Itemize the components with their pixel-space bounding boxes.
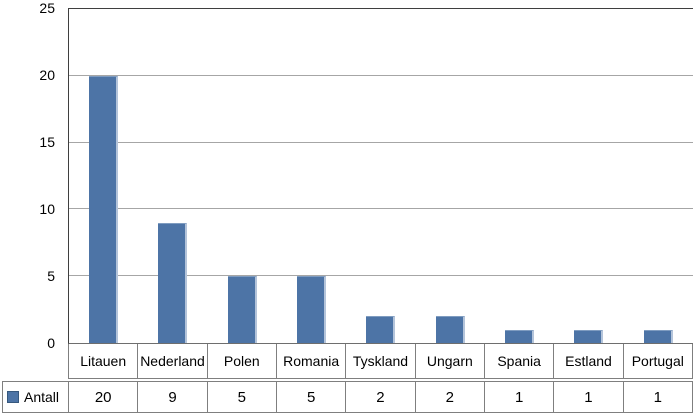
category-label: Spania — [483, 344, 553, 378]
bar — [435, 316, 465, 343]
category-label: Litauen — [68, 344, 137, 378]
bar — [574, 329, 604, 343]
x-axis-category-row: Litauen Nederland Polen Romania Tyskland Unga… — [68, 344, 693, 379]
table-value-cell: 9 — [137, 382, 206, 412]
table-value-cell: 5 — [206, 382, 276, 412]
y-axis-tick-label: 10 — [39, 201, 55, 217]
bar — [643, 329, 673, 343]
bar-column-portugal — [624, 9, 693, 343]
y-axis-tick-label: 15 — [39, 134, 55, 150]
y-axis-tick-label: 5 — [47, 268, 55, 284]
bar-column-polen — [208, 9, 277, 343]
category-label: Nederland — [137, 344, 206, 378]
category-label: Polen — [206, 344, 276, 378]
plot-area — [68, 8, 693, 344]
y-axis-tick-label: 20 — [39, 67, 55, 83]
table-value-cell: 5 — [275, 382, 345, 412]
y-axis: 0 5 10 15 20 25 — [0, 0, 68, 351]
data-table-row: Antall 20 9 5 5 2 2 1 1 1 — [2, 381, 693, 413]
table-value-cell: 1 — [553, 382, 622, 412]
bar — [227, 276, 257, 343]
y-axis-tick-label: 0 — [47, 335, 55, 351]
legend-label: Antall — [24, 389, 60, 405]
bar-column-tyskland — [346, 9, 415, 343]
gridline — [69, 74, 693, 76]
bar — [505, 329, 535, 343]
bar — [89, 75, 119, 343]
category-label: Estland — [553, 344, 622, 378]
category-label: Ungarn — [414, 344, 484, 378]
bar — [366, 316, 396, 343]
bar — [297, 276, 327, 343]
legend-swatch-icon — [7, 391, 19, 403]
legend-cell: Antall — [3, 382, 68, 412]
gridline — [69, 208, 693, 210]
bar-column-nederland — [138, 9, 207, 343]
gridline — [69, 275, 693, 277]
table-value-cell: 20 — [68, 382, 137, 412]
bar-column-ungarn — [416, 9, 485, 343]
bar-column-spania — [485, 9, 554, 343]
bar-column-romania — [277, 9, 346, 343]
table-value-cell: 1 — [622, 382, 692, 412]
category-label: Romania — [275, 344, 345, 378]
table-value-cell: 2 — [414, 382, 484, 412]
bar-column-litauen — [69, 9, 138, 343]
bar — [158, 222, 188, 343]
category-label: Portugal — [622, 344, 693, 378]
gridline — [69, 141, 693, 143]
bar-column-estland — [554, 9, 623, 343]
table-value-cell: 2 — [345, 382, 414, 412]
table-value-cell: 1 — [483, 382, 553, 412]
category-label: Tyskland — [345, 344, 414, 378]
bar-series — [69, 9, 693, 343]
y-axis-tick-label: 25 — [39, 0, 55, 16]
